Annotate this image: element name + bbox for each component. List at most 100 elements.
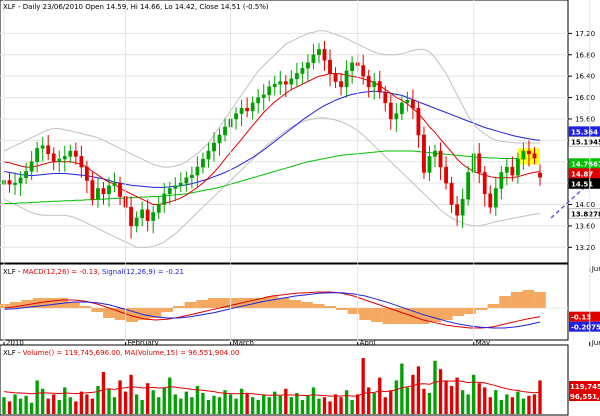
candle-body <box>84 166 89 181</box>
volume-bar <box>18 398 23 414</box>
volume-tag-label: 119,745,696 <box>570 383 600 391</box>
price-pane: 13.2013.6014.0014.4014.8015.2015.6016.00… <box>0 0 600 273</box>
candle-body <box>68 150 73 157</box>
candle-body <box>405 99 410 104</box>
candle-body <box>455 204 460 216</box>
candle-body <box>239 108 244 114</box>
volume-bar <box>532 394 537 414</box>
macd-lines <box>3 291 541 329</box>
volume-bar <box>494 390 498 414</box>
price-tick-label: 16.00 <box>575 94 595 102</box>
candle-body <box>90 180 95 200</box>
volume-bar <box>134 394 139 414</box>
macd-tag-bg <box>569 311 600 322</box>
candle-body <box>344 70 349 88</box>
macd-histogram-bar <box>9 302 22 308</box>
candle-body <box>361 65 366 77</box>
volume-bar <box>295 393 299 414</box>
macd-histogram-bar <box>126 308 138 322</box>
macd-histogram-bar <box>382 308 395 324</box>
macd-histogram-bar <box>254 298 267 308</box>
macd-histogram-bar <box>475 308 488 310</box>
macd-tags: -0.13 -0.20756 <box>569 311 600 332</box>
candle-body <box>477 153 482 173</box>
volume-bar <box>129 374 133 414</box>
volume-bar <box>350 400 354 414</box>
macd-histogram-bar <box>440 308 453 320</box>
macd-histogram-bar <box>79 306 92 308</box>
candle-body <box>145 209 150 221</box>
macd-x-axis: 2010 February March April May Jun <box>3 264 600 347</box>
volume-bar <box>273 391 277 414</box>
macd-histogram-bar <box>336 308 348 310</box>
candle-body <box>134 217 139 227</box>
volume-bar <box>101 372 106 414</box>
candle-body <box>322 49 327 61</box>
volume-bar <box>79 391 84 414</box>
candle-body <box>167 188 172 195</box>
volume-bar <box>35 380 39 414</box>
volume-bar <box>527 395 531 414</box>
candlesticks <box>2 40 542 239</box>
volume-bars <box>2 358 542 414</box>
candle-body <box>416 108 421 136</box>
volume-bar <box>383 397 387 414</box>
volume-bar <box>477 383 481 414</box>
macd-line <box>3 291 541 329</box>
macd-histogram-bar <box>161 308 173 312</box>
volume-bar <box>96 386 100 414</box>
volume-bar <box>57 400 61 414</box>
candle-body <box>366 75 371 88</box>
volume-bar <box>190 397 194 414</box>
candle-body <box>212 142 216 152</box>
macd-histogram-bar <box>207 298 220 308</box>
macd-histogram-bar <box>149 308 162 318</box>
volume-bar <box>361 358 365 414</box>
macd-histogram-bar <box>394 308 406 324</box>
volume-bar <box>344 390 349 414</box>
macd-x-tick-label: March <box>233 339 254 347</box>
macd-tag-bg <box>569 321 600 332</box>
candle-body <box>449 182 454 205</box>
macd-x-tick-label: February <box>128 339 159 347</box>
volume-ma-line <box>3 380 541 397</box>
candle-body <box>261 94 266 98</box>
candle-body <box>118 182 122 197</box>
macd-x-tick-label: 2010 <box>6 339 24 347</box>
macd-tag-label: -0.13 <box>571 314 591 322</box>
volume-tag-bg <box>569 381 600 391</box>
volume-bar <box>317 398 321 414</box>
macd-pane-title: XLF - MACD(12,26) = -0.13, Signal(12,26,9… <box>3 268 184 276</box>
macd-x-tick-label: April <box>360 339 376 347</box>
candle-body <box>388 102 393 120</box>
macd-histogram-bar <box>487 304 500 308</box>
candle-body <box>410 99 415 109</box>
macd-histogram-bar <box>44 298 57 308</box>
candle-body <box>206 150 211 160</box>
macd-histogram-bar <box>277 298 290 308</box>
macd-histogram-bar <box>266 296 278 308</box>
price-tag-label: 15.1945 <box>571 139 600 147</box>
macd-histogram-bar <box>452 308 465 316</box>
candle-body <box>112 182 117 187</box>
volume-bar <box>206 400 211 414</box>
volume-bar <box>251 397 255 414</box>
price-tag-label: 15.364 <box>571 129 598 137</box>
volume-bar <box>400 363 404 414</box>
candle-body <box>184 177 189 184</box>
candle-body <box>195 166 200 176</box>
candle-body <box>151 212 156 221</box>
macd-histogram-bar <box>359 308 372 320</box>
price-x-tick-label: Jun <box>591 265 600 273</box>
volume-bar <box>46 398 50 414</box>
price-tags: 15.364 15.1945 14.7667 14.87 14.51 13.8278 <box>568 126 600 219</box>
volume-legend-volume: Volume() = 119,745,696.00, <box>23 349 123 357</box>
macd-histogram-bar <box>231 298 243 308</box>
volume-bar <box>278 395 282 414</box>
volume-bar <box>521 398 526 414</box>
candle-body <box>234 113 238 120</box>
macd-histogram-bar <box>301 302 313 308</box>
candle-body <box>79 156 84 168</box>
candle-body <box>311 54 316 64</box>
